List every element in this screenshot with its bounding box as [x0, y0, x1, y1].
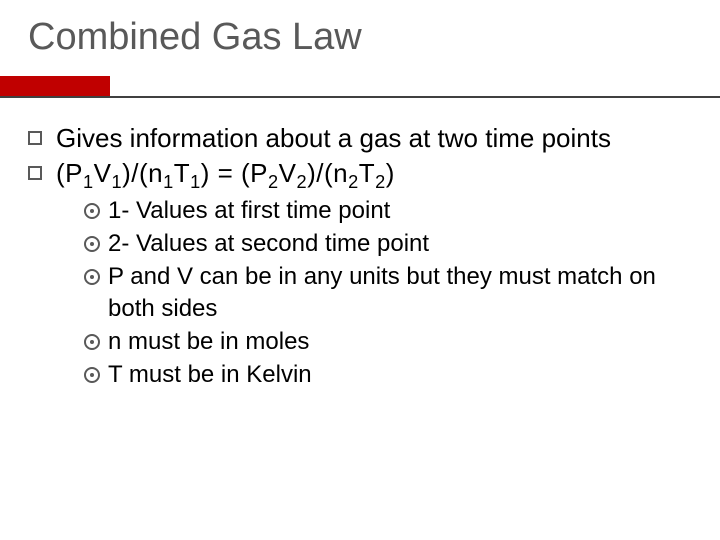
square-bullet-icon: [28, 166, 42, 180]
bullet-lvl2: P and V can be in any units but they mus…: [84, 261, 692, 323]
target-bullet-icon: [84, 236, 98, 250]
target-bullet-icon: [84, 367, 98, 381]
bullet-lvl2: T must be in Kelvin: [84, 359, 692, 390]
slide-title: Combined Gas Law: [0, 0, 720, 71]
bullet-text: Gives information about a gas at two tim…: [56, 122, 611, 155]
sub-bullet-text: P and V can be in any units but they mus…: [108, 261, 692, 323]
target-bullet-icon: [84, 269, 98, 283]
bullet-lvl2: 2- Values at second time point: [84, 228, 692, 259]
sub-bullet-text: n must be in moles: [108, 326, 309, 357]
target-bullet-icon: [84, 334, 98, 348]
accent-bar: [0, 76, 110, 98]
bullet-lvl1: Gives information about a gas at two tim…: [28, 122, 692, 155]
bullet-lvl1: (P1V1)/(n1T1) = (P2V2)/(n2T2): [28, 157, 692, 190]
horizontal-rule: [0, 96, 720, 98]
slide-body: Gives information about a gas at two tim…: [28, 122, 692, 392]
square-bullet-icon: [28, 131, 42, 145]
sub-bullet-text: 1- Values at first time point: [108, 195, 390, 226]
bullet-lvl2: 1- Values at first time point: [84, 195, 692, 226]
sub-bullet-text: T must be in Kelvin: [108, 359, 312, 390]
bullet-formula: (P1V1)/(n1T1) = (P2V2)/(n2T2): [56, 157, 395, 190]
sub-bullet-text: 2- Values at second time point: [108, 228, 429, 259]
sub-bullet-list: 1- Values at first time point 2- Values …: [84, 195, 692, 390]
target-bullet-icon: [84, 203, 98, 217]
bullet-lvl2: n must be in moles: [84, 326, 692, 357]
